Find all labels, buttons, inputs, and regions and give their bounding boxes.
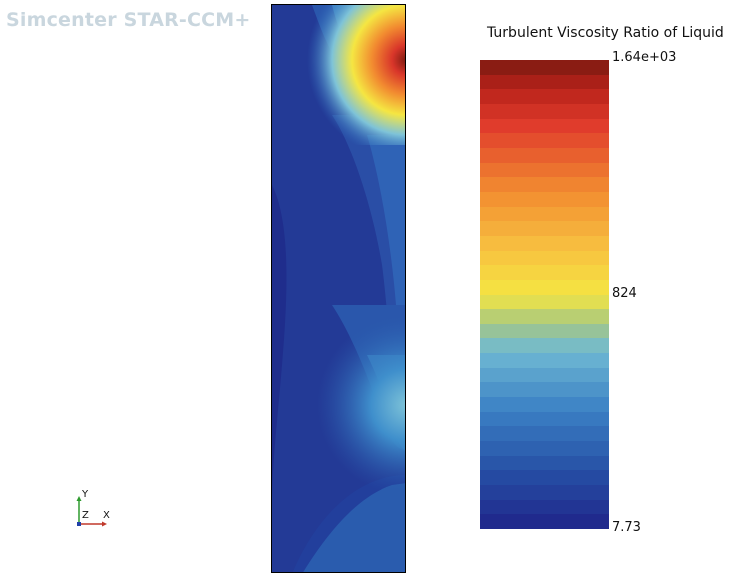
scalar-bar-band: [480, 514, 609, 529]
scalar-bar-band: [480, 177, 609, 192]
scalar-bar-band: [480, 470, 609, 485]
scalar-bar-band: [480, 368, 609, 382]
axis-y-label: Y: [82, 489, 89, 500]
scalar-bar[interactable]: [480, 60, 609, 529]
axis-x-label: X: [103, 510, 110, 521]
scalar-bar-band: [480, 251, 609, 265]
scalar-bar-band: [480, 89, 609, 104]
scalar-bar-band: [480, 133, 609, 148]
axis-z-label: Z: [82, 510, 89, 521]
scalar-bar-band: [480, 104, 609, 119]
scalar-bar-band: [480, 60, 609, 75]
scalar-bar-band: [480, 397, 609, 412]
scalar-bar-band: [480, 324, 609, 338]
axes-triad: Y Z X: [72, 488, 116, 532]
scalar-bar-mid-label: 824: [612, 286, 637, 301]
scalar-bar-band: [480, 280, 609, 295]
scalar-bar-band: [480, 148, 609, 163]
scalar-bar-band: [480, 426, 609, 441]
scalar-bar-band: [480, 295, 609, 309]
contour-plot-viewport[interactable]: [271, 4, 406, 573]
app-watermark: Simcenter STAR-CCM+: [6, 9, 251, 31]
scalar-bar-band: [480, 382, 609, 397]
scalar-bar-band: [480, 207, 609, 221]
scalar-bar-band: [480, 119, 609, 133]
scalar-bar-band: [480, 163, 609, 177]
scalar-bar-band: [480, 338, 609, 353]
scalar-bar-band: [480, 236, 609, 251]
contour-field: [272, 5, 405, 572]
scalar-bar-band: [480, 75, 609, 89]
scalar-bar-band: [480, 412, 609, 426]
axes-triad-arrows: [76, 496, 107, 527]
scalar-bar-max-label: 1.64e+03: [612, 50, 677, 65]
scalar-bar-band: [480, 441, 609, 456]
scalar-bar-min-label: 7.73: [612, 520, 641, 535]
scalar-bar-band: [480, 192, 609, 207]
scalar-bar-band: [480, 309, 609, 324]
scalar-bar-band: [480, 221, 609, 236]
scalar-bar-band: [480, 500, 609, 514]
scalar-bar-band: [480, 353, 609, 368]
scalar-bar-band: [480, 265, 609, 280]
scalar-bar-band: [480, 456, 609, 470]
scalar-bar-band: [480, 485, 609, 500]
scalar-bar-title: Turbulent Viscosity Ratio of Liquid: [487, 25, 724, 41]
scalar-bar-colors: [480, 60, 609, 529]
